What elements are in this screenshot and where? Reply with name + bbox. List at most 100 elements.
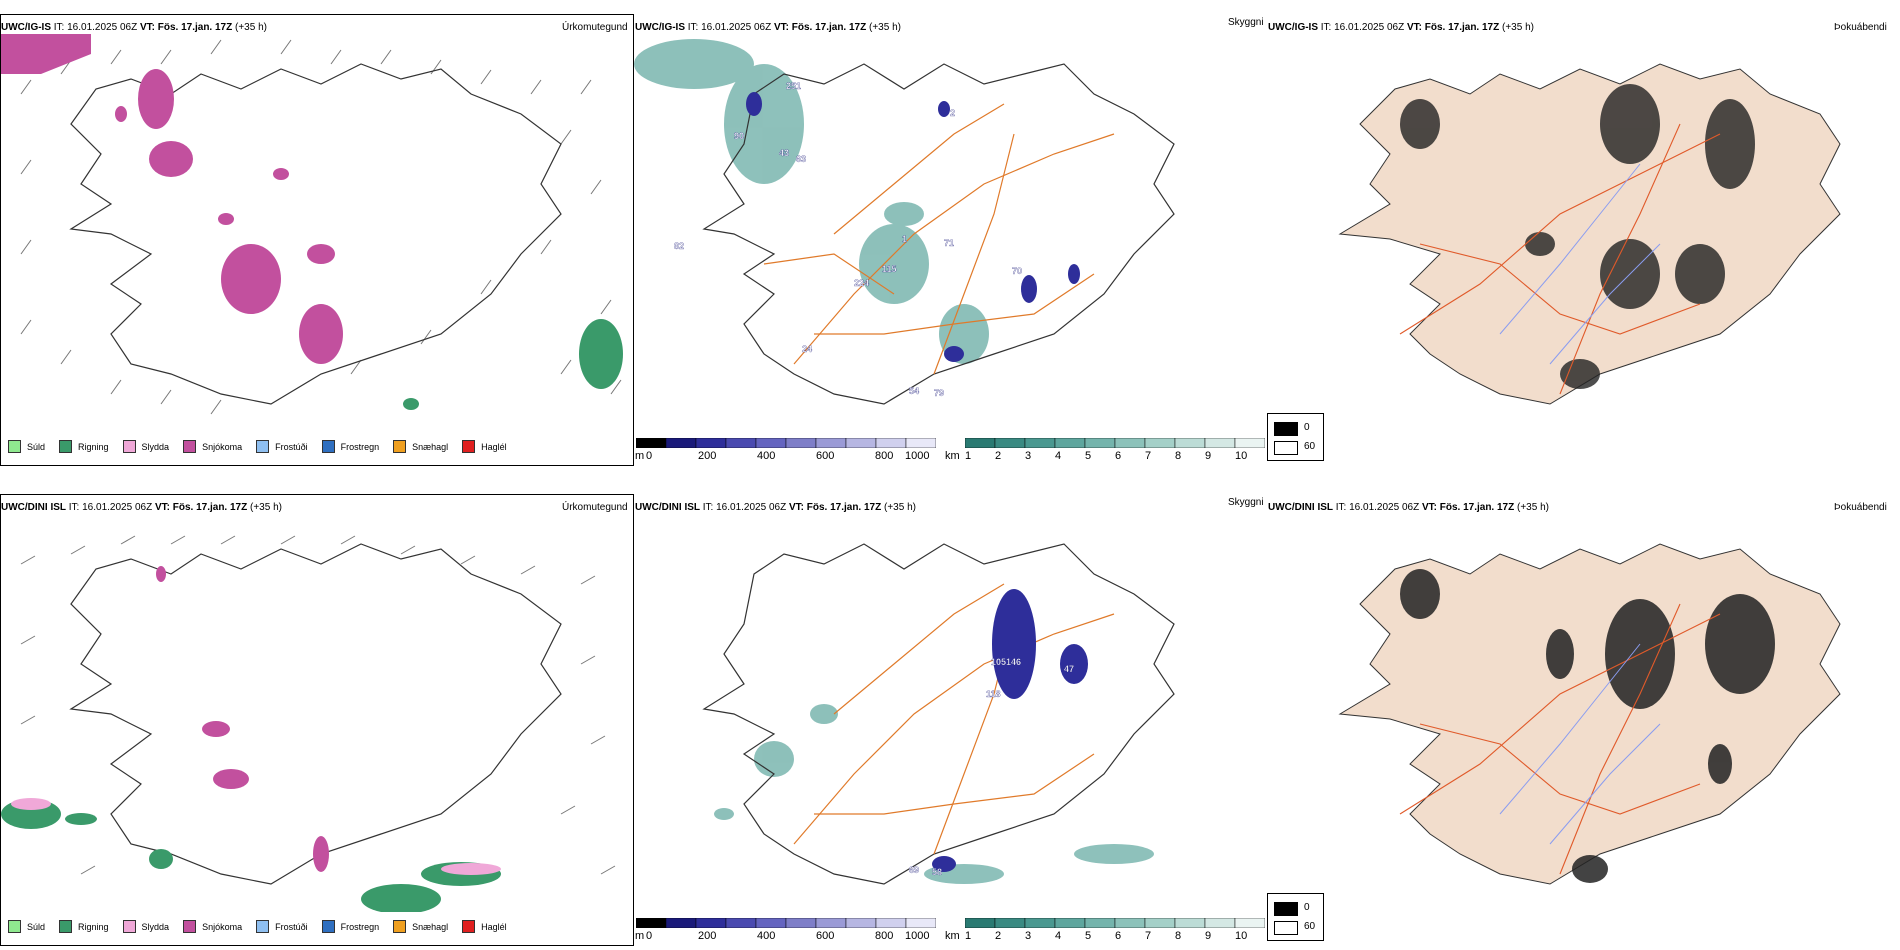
tick: 600 — [816, 450, 835, 462]
top-visibility-unit: km — [945, 450, 960, 462]
cb-label: 69 — [909, 865, 919, 875]
top-fog-type-label: Þokuábendi — [1834, 22, 1887, 33]
snow-areas — [156, 566, 329, 872]
cb-label: 63 — [796, 154, 806, 164]
tick: 8 — [1175, 930, 1182, 942]
colorbar-segment — [875, 438, 907, 448]
colorbar-segment — [636, 918, 667, 928]
top-precip-map — [1, 34, 623, 415]
tick: 400 — [757, 930, 776, 942]
top-cloud-title: UWC/IG-IS IT: 16.01.2025 06Z VT: Fös. 17… — [635, 22, 901, 33]
bottom-cloudbase-colorbar — [636, 918, 936, 928]
colorbar-segment — [725, 438, 757, 448]
cb-label: 43 — [779, 148, 789, 158]
colorbar-segment — [665, 438, 697, 448]
tick: 1000 — [905, 930, 930, 942]
tick: 200 — [698, 450, 717, 462]
cloudbase-labels: 105 146 118 47 69 58 — [909, 657, 1074, 877]
colorbar-segment — [1174, 918, 1206, 928]
legend-freezing-drizzle: Frostúði — [256, 440, 308, 453]
legend-freezing-rain: Frostregn — [321, 440, 379, 453]
wind-barbs — [20, 39, 622, 415]
tick: 2 — [995, 930, 1002, 942]
colorbar-segment — [755, 438, 787, 448]
cb-label: 105 — [991, 657, 1006, 667]
tick: 10 — [1235, 450, 1248, 462]
snow-areas — [1, 34, 343, 364]
colorbar-segment — [905, 438, 936, 448]
bottom-precip-title: UWC/DINI ISL IT: 16.01.2025 06Z VT: Fös.… — [1, 502, 282, 513]
top-cloudbase-colorbar — [636, 438, 936, 448]
iceland-outline — [702, 543, 1175, 885]
legend-freezing-drizzle: Frostúði — [256, 920, 308, 933]
colorbar-segment — [785, 438, 817, 448]
tick: 3 — [1025, 930, 1032, 942]
legend-snow: Snjókoma — [183, 920, 242, 933]
bottom-fog-type-label: Þokuábendi — [1834, 502, 1887, 513]
tick: 9 — [1205, 450, 1212, 462]
roads — [1399, 603, 1721, 875]
cb-label: 115 — [882, 264, 897, 274]
colorbar-segment — [994, 438, 1026, 448]
tick: 600 — [816, 930, 835, 942]
legend-drizzle: Súld — [8, 440, 45, 453]
top-cloud-type-label: Skyggni — [1228, 17, 1264, 28]
tick: 800 — [875, 450, 894, 462]
cb-label: 82 — [674, 241, 684, 251]
tick: 6 — [1115, 930, 1122, 942]
colorbar-segment — [845, 918, 877, 928]
top-precip-legend: Súld Rigning Slydda Snjókoma Frostúði Fr… — [8, 440, 521, 453]
tick: 5 — [1085, 930, 1092, 942]
cb-label: 224 — [854, 278, 869, 288]
wind-barbs — [20, 535, 616, 875]
colorbar-segment — [965, 918, 996, 928]
colorbar-segment — [1084, 438, 1116, 448]
tick: 800 — [875, 930, 894, 942]
tick: 0 — [646, 930, 653, 942]
fog-legend-label-0: 0 — [1304, 422, 1310, 433]
tick: 1 — [965, 930, 972, 942]
cb-label: 2 — [950, 108, 955, 118]
tick: 6 — [1115, 450, 1122, 462]
rain-areas — [1, 799, 501, 912]
legend-snow: Snjókoma — [183, 440, 242, 453]
legend-hail: Haglél — [462, 440, 507, 453]
bottom-cloud-type-label: Skyggni — [1228, 497, 1264, 508]
cb-label: 118 — [986, 689, 1001, 699]
tick: 7 — [1145, 450, 1152, 462]
cb-label: 47 — [1064, 664, 1074, 674]
bottom-precip-legend: Súld Rigning Slydda Snjókoma Frostúði Fr… — [8, 920, 521, 933]
bottom-fog-legend: 0 60 — [1267, 893, 1324, 941]
top-precip-title: UWC/IG-IS IT: 16.01.2025 06Z VT: Fös. 17… — [1, 22, 267, 33]
tick: 4 — [1055, 930, 1062, 942]
fog-legend-label-60: 60 — [1304, 921, 1316, 932]
rivers — [1499, 163, 1661, 365]
fog-legend-swatch-0 — [1274, 902, 1298, 916]
tick: 9 — [1205, 930, 1212, 942]
colorbar-segment — [1144, 438, 1176, 448]
top-fog-title: UWC/IG-IS IT: 16.01.2025 06Z VT: Fös. 17… — [1268, 22, 1534, 33]
fog-legend-label-60: 60 — [1304, 441, 1316, 452]
colorbar-segment — [815, 918, 847, 928]
tick: 10 — [1235, 930, 1248, 942]
bottom-fog-title: UWC/DINI ISL IT: 16.01.2025 06Z VT: Fös.… — [1268, 502, 1549, 513]
colorbar-segment — [1174, 438, 1206, 448]
colorbar-segment — [755, 918, 787, 928]
colorbar-segment — [695, 438, 727, 448]
fog-legend-swatch-0 — [1274, 422, 1298, 436]
bottom-precip-map — [1, 535, 616, 912]
colorbar-segment — [994, 918, 1026, 928]
legend-freezing-rain: Frostregn — [321, 920, 379, 933]
visibility-areas — [634, 39, 989, 364]
top-precip-type-label: Úrkomutegund — [562, 22, 628, 33]
cloudbase-areas — [932, 589, 1088, 872]
colorbar-segment — [965, 438, 996, 448]
iceland-outline — [69, 63, 562, 405]
bottom-cloud-title: UWC/DINI ISL IT: 16.01.2025 06Z VT: Fös.… — [635, 502, 916, 513]
colorbar-segment — [1114, 438, 1146, 448]
legend-drizzle: Súld — [8, 920, 45, 933]
colorbar-segment — [1114, 918, 1146, 928]
tick: 7 — [1145, 930, 1152, 942]
legend-sleet: Slydda — [122, 440, 169, 453]
colorbar-segment — [1144, 918, 1176, 928]
